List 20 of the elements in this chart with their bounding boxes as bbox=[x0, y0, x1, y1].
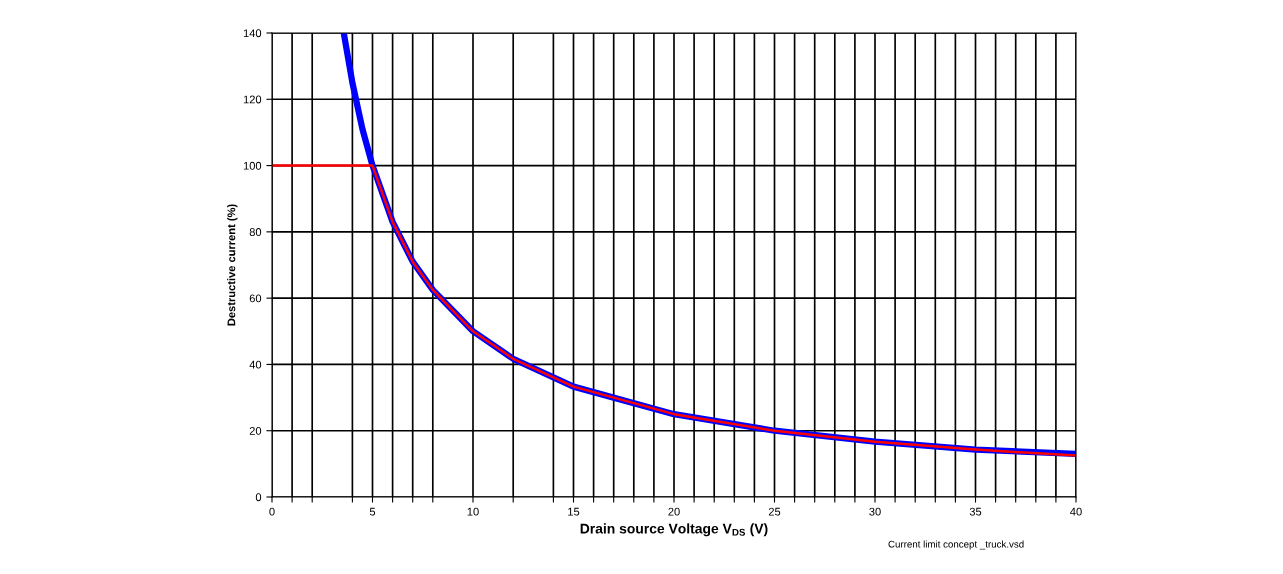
y-tick-label: 60 bbox=[249, 294, 262, 303]
y-tick-label: 80 bbox=[249, 228, 262, 236]
x-tick-label: 20 bbox=[668, 507, 680, 516]
x-axis-title: Drain source Voltage V$_{DS}$ (V) bbox=[580, 523, 768, 537]
x-tick-label: 30 bbox=[869, 507, 881, 516]
text: Current limit concept _truck.vsd bbox=[888, 540, 1024, 550]
y-tick-label: 20 bbox=[249, 426, 262, 435]
x-tick-label: 5 bbox=[369, 507, 376, 516]
x-tick-label: 40 bbox=[1070, 507, 1082, 516]
x-tick-label: 25 bbox=[768, 507, 781, 516]
y-axis-title: Destructive current (%) bbox=[227, 204, 238, 326]
x-tick-label: 15 bbox=[568, 507, 580, 516]
x-tick-label: 10 bbox=[467, 507, 479, 516]
y-tick-label: 100 bbox=[243, 161, 262, 170]
y-tick-label: 140 bbox=[243, 29, 262, 38]
x-tick-label: 35 bbox=[969, 507, 982, 516]
x-tick-label: 0 bbox=[269, 507, 275, 516]
y-tick-label: 120 bbox=[243, 95, 262, 104]
y-tick-label: 40 bbox=[249, 360, 262, 369]
y-tick-label: 0 bbox=[255, 493, 262, 502]
